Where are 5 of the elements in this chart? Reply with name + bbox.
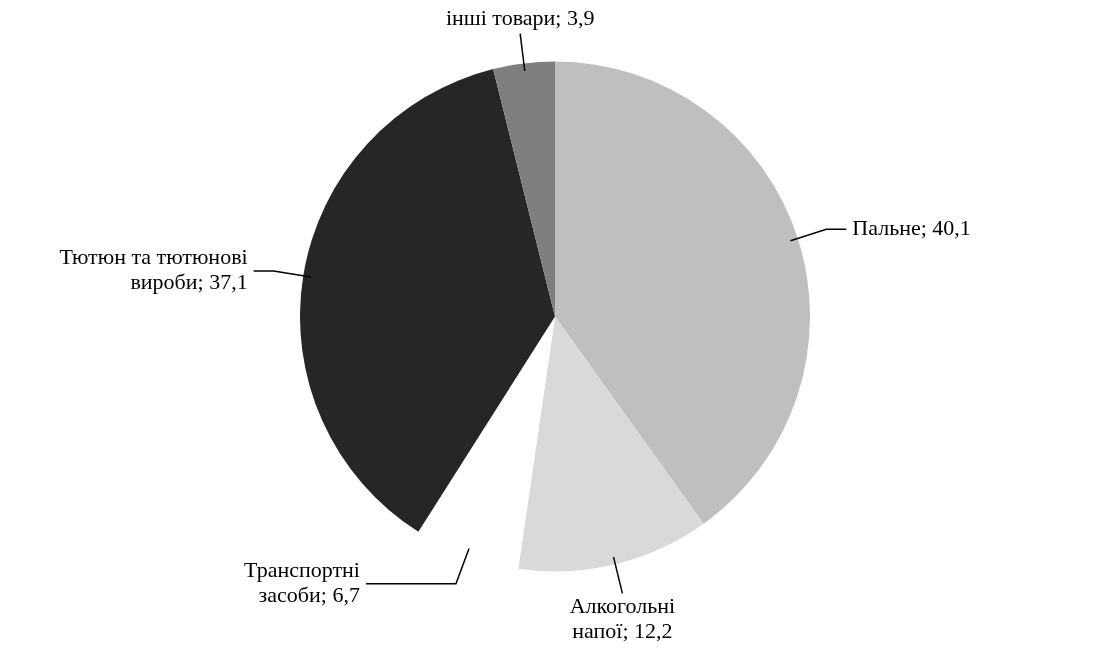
slice-label: Тютюн та тютюнові вироби; 37,1 — [59, 244, 248, 295]
slice-label: Алкогольні напої; 12,2 — [569, 593, 676, 644]
slice-label: інші товари; 3,9 — [445, 5, 595, 31]
slice-label: Транспортні засоби; 6,7 — [244, 557, 360, 608]
slice-label: Пальне; 40,1 — [852, 215, 971, 241]
